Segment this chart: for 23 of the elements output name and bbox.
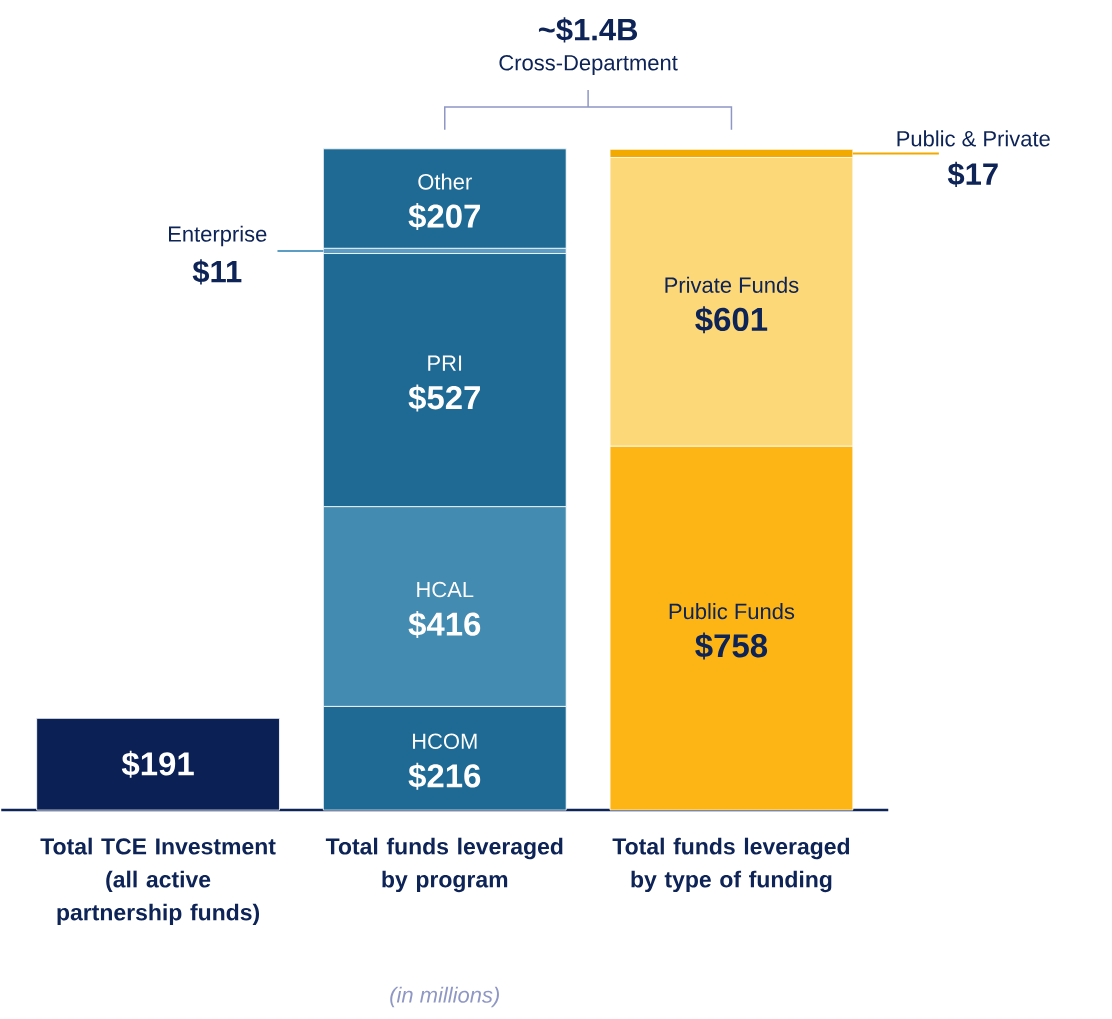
series-label: Public Funds (669, 603, 795, 620)
data-label: $191 (121, 750, 194, 778)
data-label: $416 (408, 611, 481, 638)
series-label: HCAL (417, 581, 474, 598)
data-label: $17 (947, 161, 998, 188)
data-label: $527 (408, 384, 480, 412)
series-label: HCOM (413, 733, 477, 750)
data-label: $216 (408, 762, 481, 790)
text: Cross-Department (499, 55, 678, 75)
series-label: PRI (428, 355, 462, 371)
x-tick-label: Total funds leveraged by program (325, 837, 563, 893)
text: ~$1.4B (538, 17, 638, 43)
x-tick-label: Total funds leveraged by type of funding (612, 837, 850, 893)
data-label: $601 (695, 306, 768, 334)
data-label: $758 (695, 632, 768, 660)
data-label: $207 (408, 203, 480, 231)
series-label: Private Funds (665, 276, 799, 293)
data-label: $11 (192, 259, 242, 285)
text: Public & Private (897, 130, 1050, 147)
text: Enterprise (169, 225, 267, 247)
text: (in millions) (390, 986, 499, 1008)
series-label: Other (418, 173, 472, 190)
x-tick-label: Total TCE Investment (all active partnership funds) (40, 837, 276, 926)
